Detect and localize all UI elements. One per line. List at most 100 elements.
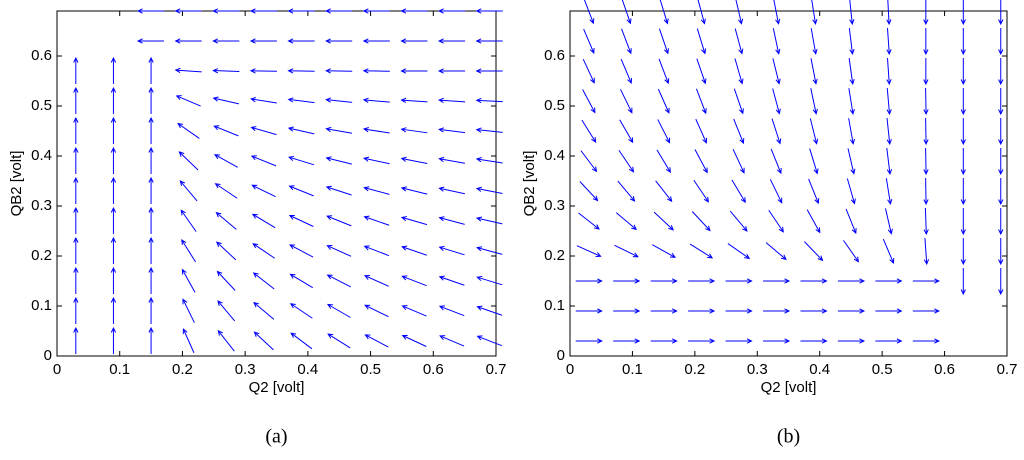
arrow <box>174 38 202 44</box>
x-tick-label: 0.2 <box>172 361 193 378</box>
arrow <box>400 8 428 14</box>
arrow <box>73 236 79 264</box>
arrow <box>212 38 240 44</box>
arrow <box>613 308 641 314</box>
arrow <box>960 28 966 56</box>
arrow <box>656 149 671 174</box>
arrow <box>73 266 79 294</box>
arrow <box>960 148 966 176</box>
arrow <box>688 278 716 284</box>
y-tick-label: 0.5 <box>31 97 52 114</box>
arrow <box>619 119 634 144</box>
arrow <box>923 117 929 146</box>
arrow <box>771 118 782 145</box>
arrow <box>326 274 352 288</box>
arrow <box>110 116 117 144</box>
arrow <box>475 68 503 74</box>
arrow <box>401 305 427 317</box>
arrow <box>110 86 117 114</box>
arrow <box>613 338 641 344</box>
arrow <box>772 58 781 85</box>
arrow <box>148 236 154 264</box>
arrow <box>689 243 714 259</box>
arrow <box>650 338 678 344</box>
arrow <box>400 68 428 74</box>
arrow <box>886 27 892 56</box>
arrow <box>364 334 389 348</box>
y-axis-label: QB2 [volt] <box>8 151 25 217</box>
arrow <box>437 38 466 44</box>
arrow <box>475 157 503 164</box>
arrow <box>806 209 821 234</box>
arrow <box>250 126 277 136</box>
arrow <box>923 207 929 236</box>
y-tick-label: 0 <box>557 347 565 364</box>
arrow <box>363 245 390 257</box>
arrow <box>837 278 866 284</box>
arrow <box>697 0 706 25</box>
arrow <box>808 178 820 205</box>
arrow <box>998 178 1004 206</box>
arrow <box>691 211 711 232</box>
arrow <box>287 126 315 135</box>
arrow <box>575 278 603 284</box>
arrow <box>696 28 707 55</box>
arrow <box>652 244 677 258</box>
arrow <box>289 303 313 319</box>
arrow <box>769 179 783 204</box>
arrow <box>582 59 595 84</box>
arrow <box>763 338 791 344</box>
arrow <box>110 206 117 234</box>
arrow <box>960 208 966 236</box>
arrow <box>110 236 117 264</box>
arrow <box>325 126 353 134</box>
arrow <box>658 28 669 55</box>
arrow <box>582 89 596 114</box>
arrow <box>912 278 940 284</box>
arrow <box>363 275 389 287</box>
arrow <box>364 304 389 318</box>
arrow <box>249 97 277 104</box>
arrow <box>73 146 79 174</box>
arrow <box>912 308 940 314</box>
arrow <box>174 67 202 74</box>
arrow <box>998 58 1004 86</box>
x-tick-label: 0.6 <box>423 361 444 378</box>
y-tick-label: 0.2 <box>31 247 52 264</box>
y-tick-label: 0.6 <box>544 47 565 64</box>
arrow <box>148 176 154 204</box>
arrow <box>214 183 238 199</box>
y-tick-label: 0 <box>44 347 52 364</box>
arrow <box>182 328 195 354</box>
arrow <box>810 58 818 85</box>
arrow <box>181 268 196 293</box>
y-tick-label: 0.1 <box>31 297 52 314</box>
arrow <box>438 127 466 134</box>
arrow <box>580 150 598 173</box>
arrow <box>733 118 745 145</box>
arrow <box>327 333 351 349</box>
arrow <box>401 245 427 256</box>
x-tick-label: 0.4 <box>297 361 318 378</box>
x-tick-label: 0.4 <box>809 361 830 378</box>
y-tick-label: 0.3 <box>544 197 565 214</box>
arrow <box>400 156 428 164</box>
arrow <box>325 156 352 165</box>
arrow <box>848 88 855 115</box>
arrow <box>181 238 197 263</box>
arrow <box>475 216 503 225</box>
arrow <box>763 278 791 284</box>
arrow <box>148 146 154 174</box>
x-tick-label: 0.3 <box>235 361 256 378</box>
arrow <box>581 119 597 143</box>
arrow <box>400 38 428 44</box>
arrow <box>998 148 1004 176</box>
arrow <box>811 0 818 25</box>
arrow <box>613 278 641 284</box>
arrow <box>326 215 352 227</box>
arrow <box>960 0 966 26</box>
arrow <box>217 300 236 322</box>
arrow <box>960 58 966 86</box>
arrow <box>688 308 716 314</box>
arrow <box>735 0 744 25</box>
